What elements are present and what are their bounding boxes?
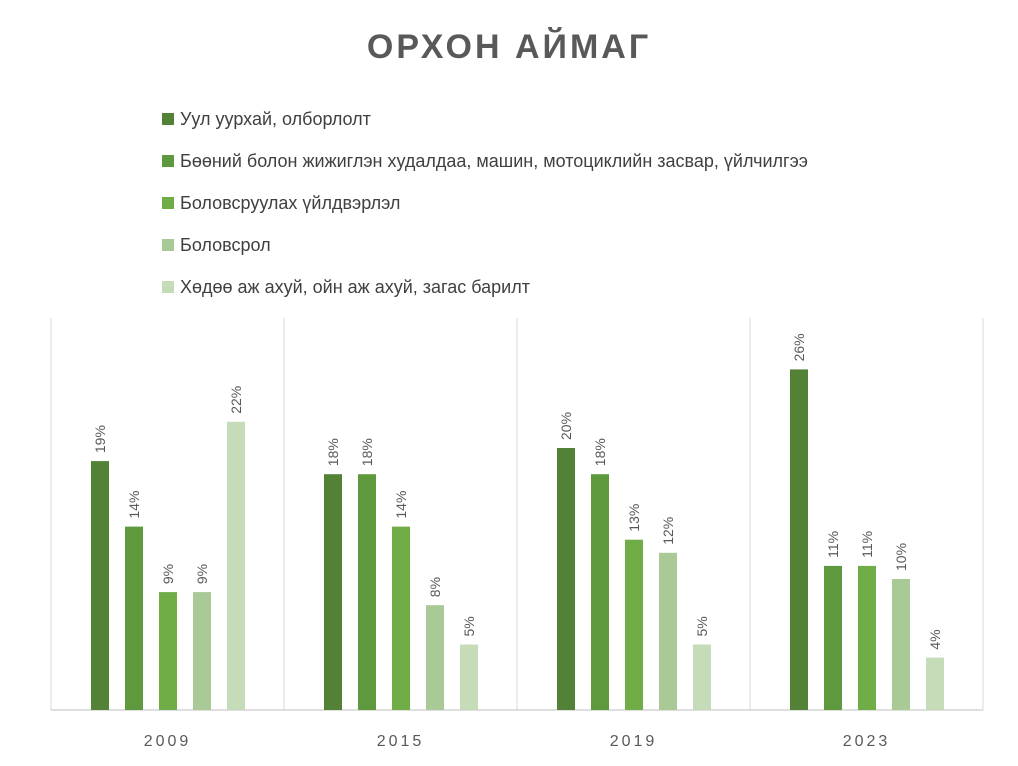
data-label: 9% [160, 564, 176, 584]
bar [324, 474, 342, 710]
legend-item: Хөдөө аж ахуй, ойн аж ахуй, загас барилт [162, 266, 808, 308]
bar [693, 644, 711, 710]
bar [193, 592, 211, 710]
legend-swatch [162, 197, 174, 209]
legend-swatch [162, 113, 174, 125]
bar [460, 644, 478, 710]
bar [824, 565, 842, 710]
bar [426, 605, 444, 710]
legend-label: Боловсруулах үйлдвэрлэл [180, 192, 401, 213]
legend-swatch [162, 281, 174, 293]
data-label: 18% [592, 438, 608, 466]
data-label: 11% [825, 531, 841, 558]
legend-swatch [162, 239, 174, 251]
chart-title: ОРХОН АЙМАГ [366, 28, 652, 66]
data-label: 11% [859, 531, 875, 558]
bar [392, 526, 410, 710]
bar [557, 448, 575, 710]
bar [591, 474, 609, 710]
legend-swatch [162, 155, 174, 167]
x-tick-label: 2009 [144, 733, 192, 750]
bar [926, 657, 944, 710]
bar [892, 579, 910, 710]
bar [625, 539, 643, 710]
legend-item: Боловсрол [162, 224, 808, 266]
data-label: 20% [558, 412, 574, 440]
legend-label: Бөөний болон жижиглэн худалдаа, машин, м… [180, 150, 808, 171]
legend: Уул уурхай, олборлолт Бөөний болон жижигл… [162, 98, 808, 308]
bar [125, 526, 143, 710]
x-tick-label: 2019 [610, 733, 658, 750]
data-label: 18% [325, 438, 341, 466]
legend-label: Хөдөө аж ахуй, ойн аж ахуй, загас барилт [180, 276, 530, 297]
data-label: 4% [927, 629, 943, 649]
data-label: 14% [126, 491, 142, 519]
data-label: 13% [626, 504, 642, 532]
legend-item: Бөөний болон жижиглэн худалдаа, машин, м… [162, 140, 808, 182]
legend-item: Боловсруулах үйлдвэрлэл [162, 182, 808, 224]
data-label: 19% [92, 425, 108, 453]
data-label: 9% [194, 564, 210, 584]
data-label: 14% [393, 491, 409, 519]
bar [790, 369, 808, 710]
bar [659, 552, 677, 710]
bar [227, 421, 245, 710]
data-label: 12% [660, 517, 676, 545]
data-label: 5% [461, 616, 477, 636]
bar [159, 592, 177, 710]
data-label: 22% [228, 386, 244, 414]
bar [358, 474, 376, 710]
x-tick-label: 2023 [843, 733, 891, 750]
data-label: 18% [359, 438, 375, 466]
data-label: 10% [893, 543, 909, 571]
legend-item: Уул уурхай, олборлолт [162, 98, 808, 140]
bar [91, 461, 109, 710]
x-tick-label: 2015 [377, 733, 425, 750]
bar [858, 565, 876, 710]
legend-label: Боловсрол [180, 234, 271, 255]
data-label: 5% [694, 616, 710, 636]
data-label: 26% [791, 333, 807, 361]
data-label: 8% [427, 577, 443, 597]
legend-label: Уул уурхай, олборлолт [180, 108, 371, 129]
